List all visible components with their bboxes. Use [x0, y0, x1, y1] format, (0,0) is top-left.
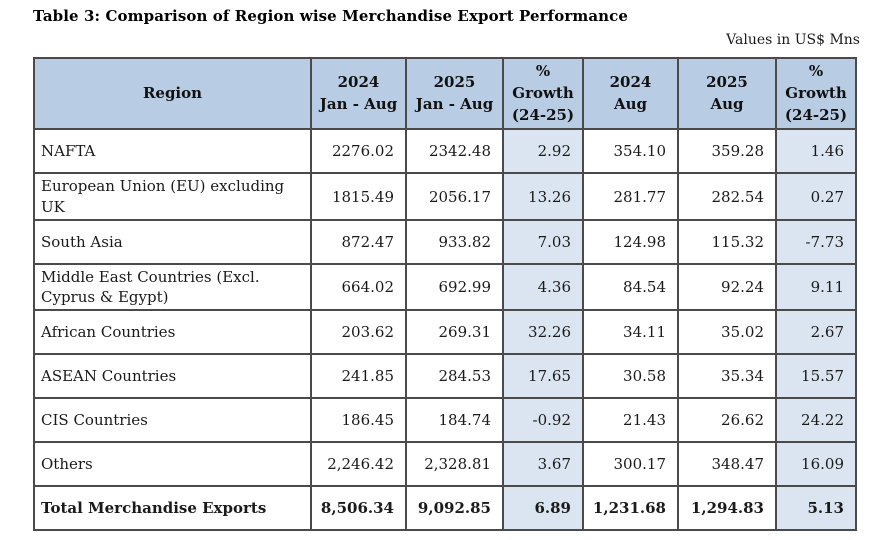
value-growth-aug: 1.46 — [775, 128, 857, 175]
value-growth-ytd: 13.26 — [502, 172, 584, 221]
col-header-region: Region — [33, 56, 312, 131]
value-2025-ytd: 692.99 — [405, 262, 504, 312]
value-growth-ytd: 4.36 — [502, 262, 584, 312]
table-row-others: Others 2,246.42 2,328.81 3.67 300.17 348… — [33, 441, 857, 488]
total-2024-ytd: 8,506.34 — [310, 485, 407, 532]
value-2025-ytd: 2342.48 — [405, 128, 504, 175]
col-header-2025-aug: 2025 Aug — [677, 56, 777, 131]
table-row-eu: European Union (EU) excluding UK 1815.49… — [33, 172, 857, 221]
value-2024-ytd: 2,246.42 — [310, 441, 407, 488]
value-2024-ytd: 203.62 — [310, 309, 407, 356]
col-header-growth-aug: % Growth (24-25) — [775, 56, 857, 131]
value-2025-aug: 35.34 — [677, 353, 777, 400]
value-2024-ytd: 2276.02 — [310, 128, 407, 175]
region-name: African Countries — [33, 309, 312, 356]
value-2025-aug: 35.02 — [677, 309, 777, 356]
region-name: South Asia — [33, 218, 312, 265]
region-name: European Union (EU) excluding UK — [33, 172, 312, 221]
units-note: Values in US$ Mns — [726, 32, 860, 48]
value-growth-ytd: 3.67 — [502, 441, 584, 488]
total-2024-aug: 1,231.68 — [582, 485, 679, 532]
value-2024-aug: 354.10 — [582, 128, 679, 175]
value-2025-aug: 26.62 — [677, 397, 777, 444]
value-growth-aug: -7.73 — [775, 218, 857, 265]
value-2025-aug: 348.47 — [677, 441, 777, 488]
value-growth-aug: 24.22 — [775, 397, 857, 444]
value-2024-aug: 34.11 — [582, 309, 679, 356]
region-name: Middle East Countries (Excl. Cyprus & Eg… — [33, 262, 312, 312]
col-header-2025-jan-aug: 2025 Jan - Aug — [405, 56, 504, 131]
table-row-cis: CIS Countries 186.45 184.74 -0.92 21.43 … — [33, 397, 857, 444]
value-2025-aug: 282.54 — [677, 172, 777, 221]
table-row-middle-east: Middle East Countries (Excl. Cyprus & Eg… — [33, 262, 857, 312]
value-growth-ytd: 32.26 — [502, 309, 584, 356]
export-table: Region 2024 Jan - Aug 2025 Jan - Aug % G… — [33, 56, 857, 532]
value-2024-aug: 21.43 — [582, 397, 679, 444]
value-growth-aug: 9.11 — [775, 262, 857, 312]
table-row-south-asia: South Asia 872.47 933.82 7.03 124.98 115… — [33, 218, 857, 265]
region-name: CIS Countries — [33, 397, 312, 444]
value-growth-aug: 2.67 — [775, 309, 857, 356]
value-2025-ytd: 2,328.81 — [405, 441, 504, 488]
table-header: Region 2024 Jan - Aug 2025 Jan - Aug % G… — [33, 56, 857, 131]
value-2024-aug: 84.54 — [582, 262, 679, 312]
value-growth-aug: 16.09 — [775, 441, 857, 488]
table-row-asean: ASEAN Countries 241.85 284.53 17.65 30.5… — [33, 353, 857, 400]
total-growth-aug: 5.13 — [775, 485, 857, 532]
value-2024-aug: 30.58 — [582, 353, 679, 400]
col-header-growth-ytd: % Growth (24-25) — [502, 56, 584, 131]
value-2025-aug: 115.32 — [677, 218, 777, 265]
region-name: ASEAN Countries — [33, 353, 312, 400]
value-2024-aug: 281.77 — [582, 172, 679, 221]
value-growth-ytd: -0.92 — [502, 397, 584, 444]
table-row-total: Total Merchandise Exports 8,506.34 9,092… — [33, 485, 857, 532]
value-2025-ytd: 184.74 — [405, 397, 504, 444]
value-2024-ytd: 872.47 — [310, 218, 407, 265]
value-growth-aug: 0.27 — [775, 172, 857, 221]
value-2024-ytd: 664.02 — [310, 262, 407, 312]
value-2024-ytd: 186.45 — [310, 397, 407, 444]
region-name: Others — [33, 441, 312, 488]
table-body: NAFTA 2276.02 2342.48 2.92 354.10 359.28… — [33, 128, 857, 532]
value-growth-ytd: 17.65 — [502, 353, 584, 400]
value-2025-ytd: 269.31 — [405, 309, 504, 356]
value-2024-ytd: 241.85 — [310, 353, 407, 400]
value-2024-ytd: 1815.49 — [310, 172, 407, 221]
col-header-2024-jan-aug: 2024 Jan - Aug — [310, 56, 407, 131]
value-growth-aug: 15.57 — [775, 353, 857, 400]
value-2025-aug: 359.28 — [677, 128, 777, 175]
total-2025-ytd: 9,092.85 — [405, 485, 504, 532]
value-2025-ytd: 284.53 — [405, 353, 504, 400]
total-2025-aug: 1,294.83 — [677, 485, 777, 532]
value-growth-ytd: 7.03 — [502, 218, 584, 265]
table-row-nafta: NAFTA 2276.02 2342.48 2.92 354.10 359.28… — [33, 128, 857, 175]
value-2025-ytd: 933.82 — [405, 218, 504, 265]
region-name: NAFTA — [33, 128, 312, 175]
value-2025-aug: 92.24 — [677, 262, 777, 312]
col-header-2024-aug: 2024 Aug — [582, 56, 679, 131]
table-row-african: African Countries 203.62 269.31 32.26 34… — [33, 309, 857, 356]
value-growth-ytd: 2.92 — [502, 128, 584, 175]
total-growth-ytd: 6.89 — [502, 485, 584, 532]
value-2025-ytd: 2056.17 — [405, 172, 504, 221]
value-2024-aug: 124.98 — [582, 218, 679, 265]
header-row: Region 2024 Jan - Aug 2025 Jan - Aug % G… — [33, 56, 857, 131]
total-label: Total Merchandise Exports — [33, 485, 312, 532]
table-title: Table 3: Comparison of Region wise Merch… — [33, 7, 629, 25]
value-2024-aug: 300.17 — [582, 441, 679, 488]
